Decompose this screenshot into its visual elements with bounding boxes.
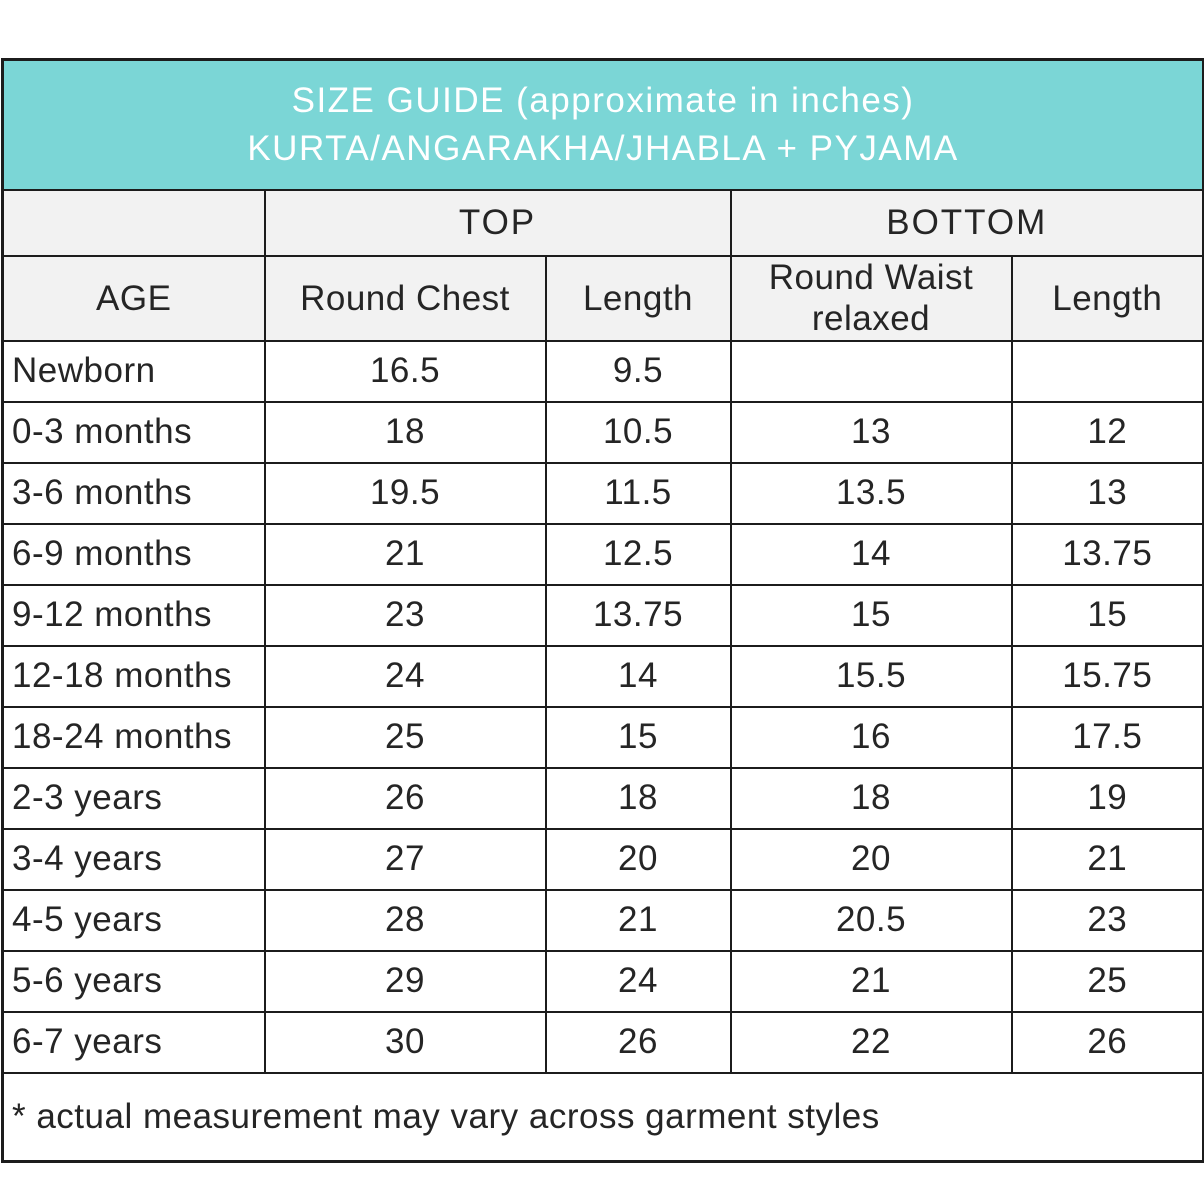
top-length-cell: 20 bbox=[544, 827, 732, 891]
top-length-cell: 26 bbox=[544, 1010, 732, 1074]
age-cell: 0-3 months bbox=[1, 400, 266, 464]
round-waist-cell: 13.5 bbox=[729, 461, 1013, 525]
table-row: 2-3 years 26 18 18 19 bbox=[1, 766, 1204, 830]
group-header-bottom: BOTTOM bbox=[729, 189, 1204, 257]
round-chest-cell: 28 bbox=[263, 888, 547, 952]
round-waist-cell: 16 bbox=[729, 705, 1013, 769]
column-header-bottom-length: Length bbox=[1010, 255, 1204, 342]
size-table-body: Newborn 16.5 9.5 0-3 months 18 10.5 13 12 3-6 mo… bbox=[1, 339, 1204, 1074]
top-length-cell: 9.5 bbox=[544, 339, 732, 403]
footnote: * actual measurement may vary across gar… bbox=[1, 1071, 1204, 1163]
column-header-top-length: Length bbox=[544, 255, 732, 342]
bottom-length-cell: 12 bbox=[1010, 400, 1204, 464]
table-row: 12-18 months 24 14 15.5 15.75 bbox=[1, 644, 1204, 708]
round-chest-cell: 25 bbox=[263, 705, 547, 769]
table-title: SIZE GUIDE (approximate in inches) KURTA… bbox=[1, 58, 1204, 191]
age-cell: 5-6 years bbox=[1, 949, 266, 1013]
round-chest-cell: 26 bbox=[263, 766, 547, 830]
column-header-round-waist: Round Waist relaxed bbox=[729, 255, 1013, 342]
table-row: 0-3 months 18 10.5 13 12 bbox=[1, 400, 1204, 464]
bottom-length-cell: 13 bbox=[1010, 461, 1204, 525]
table-row: 3-4 years 27 20 20 21 bbox=[1, 827, 1204, 891]
age-cell: 2-3 years bbox=[1, 766, 266, 830]
round-waist-cell bbox=[729, 339, 1013, 403]
footnote-row: * actual measurement may vary across gar… bbox=[1, 1071, 1204, 1163]
top-length-cell: 11.5 bbox=[544, 461, 732, 525]
round-chest-cell: 27 bbox=[263, 827, 547, 891]
round-chest-cell: 19.5 bbox=[263, 461, 547, 525]
round-waist-cell: 22 bbox=[729, 1010, 1013, 1074]
round-waist-cell: 20 bbox=[729, 827, 1013, 891]
group-header-row: TOP BOTTOM bbox=[1, 189, 1204, 257]
age-cell: 4-5 years bbox=[1, 888, 266, 952]
round-chest-cell: 24 bbox=[263, 644, 547, 708]
age-cell: 9-12 months bbox=[1, 583, 266, 647]
top-length-cell: 18 bbox=[544, 766, 732, 830]
title-line-2: KURTA/ANGARAKHA/JHABLA + PYJAMA bbox=[247, 129, 959, 168]
column-header-round-chest: Round Chest bbox=[263, 255, 547, 342]
title-line-1: SIZE GUIDE (approximate in inches) bbox=[291, 80, 915, 120]
table-row: 6-9 months 21 12.5 14 13.75 bbox=[1, 522, 1204, 586]
bottom-length-cell: 17.5 bbox=[1010, 705, 1204, 769]
round-chest-cell: 21 bbox=[263, 522, 547, 586]
table-row: 18-24 months 25 15 16 17.5 bbox=[1, 705, 1204, 769]
bottom-length-cell bbox=[1010, 339, 1204, 403]
round-waist-cell: 15.5 bbox=[729, 644, 1013, 708]
age-cell: 6-7 years bbox=[1, 1010, 266, 1074]
age-cell: Newborn bbox=[1, 339, 266, 403]
top-length-cell: 24 bbox=[544, 949, 732, 1013]
top-length-cell: 15 bbox=[544, 705, 732, 769]
table-row: Newborn 16.5 9.5 bbox=[1, 339, 1204, 403]
round-chest-cell: 16.5 bbox=[263, 339, 547, 403]
round-chest-cell: 18 bbox=[263, 400, 547, 464]
top-length-cell: 13.75 bbox=[544, 583, 732, 647]
round-waist-cell: 18 bbox=[729, 766, 1013, 830]
round-chest-cell: 29 bbox=[263, 949, 547, 1013]
table-row: 4-5 years 28 21 20.5 23 bbox=[1, 888, 1204, 952]
bottom-length-cell: 23 bbox=[1010, 888, 1204, 952]
round-waist-cell: 20.5 bbox=[729, 888, 1013, 952]
group-header-top: TOP bbox=[263, 189, 732, 257]
top-length-cell: 12.5 bbox=[544, 522, 732, 586]
title-row: SIZE GUIDE (approximate in inches) KURTA… bbox=[1, 58, 1204, 191]
bottom-length-cell: 15 bbox=[1010, 583, 1204, 647]
age-cell: 3-6 months bbox=[1, 461, 266, 525]
size-table: SIZE GUIDE (approximate in inches) KURTA… bbox=[1, 58, 1204, 1163]
round-waist-cell: 21 bbox=[729, 949, 1013, 1013]
top-length-cell: 14 bbox=[544, 644, 732, 708]
bottom-length-cell: 25 bbox=[1010, 949, 1204, 1013]
round-waist-cell: 14 bbox=[729, 522, 1013, 586]
column-header-age: AGE bbox=[1, 255, 266, 342]
age-cell: 3-4 years bbox=[1, 827, 266, 891]
table-row: 9-12 months 23 13.75 15 15 bbox=[1, 583, 1204, 647]
bottom-length-cell: 26 bbox=[1010, 1010, 1204, 1074]
bottom-length-cell: 21 bbox=[1010, 827, 1204, 891]
age-cell: 18-24 months bbox=[1, 705, 266, 769]
top-length-cell: 10.5 bbox=[544, 400, 732, 464]
bottom-length-cell: 13.75 bbox=[1010, 522, 1204, 586]
age-cell: 12-18 months bbox=[1, 644, 266, 708]
bottom-length-cell: 19 bbox=[1010, 766, 1204, 830]
table-row: 6-7 years 30 26 22 26 bbox=[1, 1010, 1204, 1074]
round-chest-cell: 30 bbox=[263, 1010, 547, 1074]
table-row: 5-6 years 29 24 21 25 bbox=[1, 949, 1204, 1013]
round-waist-cell: 13 bbox=[729, 400, 1013, 464]
size-guide: SIZE GUIDE (approximate in inches) KURTA… bbox=[1, 58, 1204, 1163]
group-header-spacer bbox=[1, 189, 266, 257]
bottom-length-cell: 15.75 bbox=[1010, 644, 1204, 708]
column-header-row: AGE Round Chest Length Round Waist relax… bbox=[1, 255, 1204, 342]
round-waist-cell: 15 bbox=[729, 583, 1013, 647]
top-length-cell: 21 bbox=[544, 888, 732, 952]
round-chest-cell: 23 bbox=[263, 583, 547, 647]
table-row: 3-6 months 19.5 11.5 13.5 13 bbox=[1, 461, 1204, 525]
age-cell: 6-9 months bbox=[1, 522, 266, 586]
